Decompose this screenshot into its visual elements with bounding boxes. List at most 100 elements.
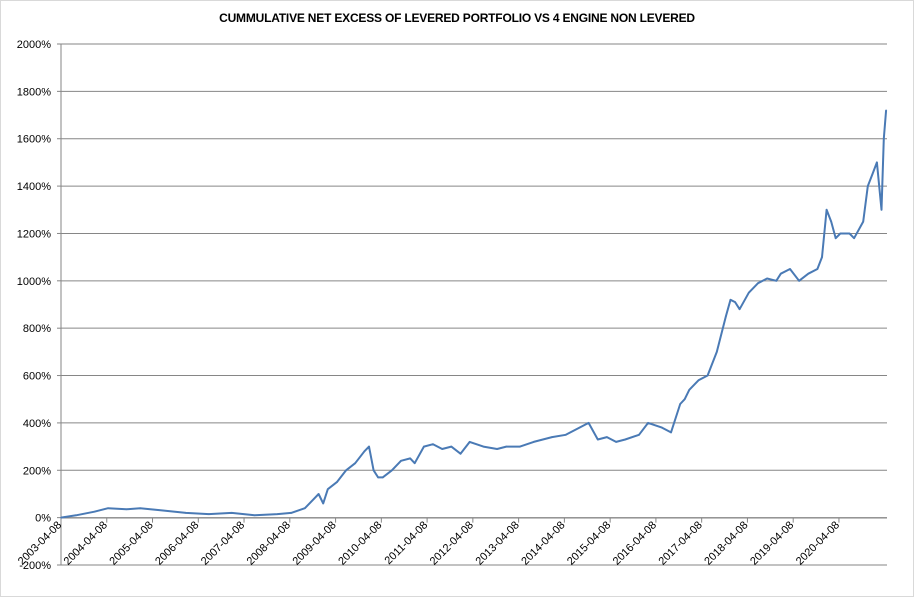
data-point [450,445,453,448]
data-point [780,272,782,275]
data-point [587,422,590,424]
y-tick-label: 1600% [17,134,51,146]
x-tick-label: 2019-04-08 [748,519,796,567]
data-point [60,516,62,519]
data-point [391,469,393,472]
x-tick-labels: 2003-04-082004-04-082005-04-082006-04-08… [16,517,842,568]
data-point [409,457,412,460]
data-point [354,462,357,465]
data-point [290,512,293,514]
y-tick-label: 400% [23,418,51,430]
data-point [775,280,778,282]
data-point [738,308,741,311]
y-tick-label: 1200% [17,228,51,240]
gridlines [57,43,887,566]
data-point [363,450,366,453]
data-point [748,291,750,294]
data-point [825,209,828,211]
data-point [322,502,325,505]
y-tick-label: 200% [23,465,51,477]
y-tick-label: 1000% [17,276,51,288]
x-tick-label: 2009-04-08 [290,519,338,567]
data-point [413,462,416,465]
series-line [60,110,888,519]
data-point [381,476,384,479]
data-point [638,434,640,436]
data-point [871,173,874,176]
x-tick-label: 2016-04-08 [611,519,659,567]
x-tick-label: 2014-04-08 [519,519,567,567]
data-point [75,514,77,517]
data-point [551,436,553,438]
data-point [683,398,686,401]
data-point [372,469,375,472]
data-point [578,426,581,429]
data-point [304,507,306,510]
y-tick-label: 800% [23,323,51,335]
data-point [624,438,626,441]
y-tick-label: 2000% [17,39,51,51]
data-point [757,282,759,285]
data-point [706,374,709,377]
x-tick-label: 2007-04-08 [199,519,247,567]
data-point [880,209,883,211]
data-point [647,422,649,424]
data-point [345,469,347,472]
data-point [125,508,128,511]
x-tick-label: 2010-04-08 [336,519,384,567]
data-point [661,426,663,429]
data-point [798,280,800,282]
data-point [697,379,700,382]
data-point [830,220,832,223]
x-tick-label: 2008-04-08 [245,519,293,567]
y-tick-labels: -200% 0% 200% 400% 600% 800% 1000% 1200% 1400% 16… [17,39,51,572]
x-tick-label: 2013-04-08 [474,519,522,567]
data-point [519,445,521,448]
data-point [468,441,471,443]
data-point [185,512,187,514]
data-point [807,272,810,275]
x-tick-label: 2018-04-08 [702,519,750,567]
y-tick-label: 1400% [17,181,51,193]
data-point [734,301,736,303]
x-tick-label: 2004-04-08 [62,519,110,567]
data-point [432,443,434,446]
data-point [766,277,768,280]
data-point [532,441,535,443]
data-point [821,256,823,258]
data-point [862,220,864,223]
data-point [839,232,842,235]
data-point [162,509,164,512]
series-group [60,109,888,519]
y-tick-label: 600% [23,371,51,383]
data-point [317,493,320,495]
data-point [139,507,141,510]
data-point [816,268,819,270]
data-point [853,237,855,239]
data-point [876,161,878,164]
x-tick-label: 2006-04-08 [153,519,201,567]
data-point [883,137,885,140]
data-point [459,452,462,455]
x-tick-label: 2017-04-08 [657,519,705,567]
data-point [606,436,608,438]
data-point [670,431,672,434]
data-point [208,513,210,515]
data-point [441,448,444,450]
data-point [313,497,315,500]
data-point [789,268,791,270]
y-tick-label: 0% [35,513,51,525]
data-point [93,510,96,513]
data-point [253,514,256,517]
data-point [867,185,869,187]
data-point [276,513,279,515]
data-point [400,460,402,462]
data-point [615,441,617,443]
data-point [423,445,425,448]
x-tick-label: 2005-04-08 [107,519,155,567]
data-point [327,488,329,491]
data-point [505,445,508,448]
x-tick-label: 2020-04-08 [794,519,842,567]
